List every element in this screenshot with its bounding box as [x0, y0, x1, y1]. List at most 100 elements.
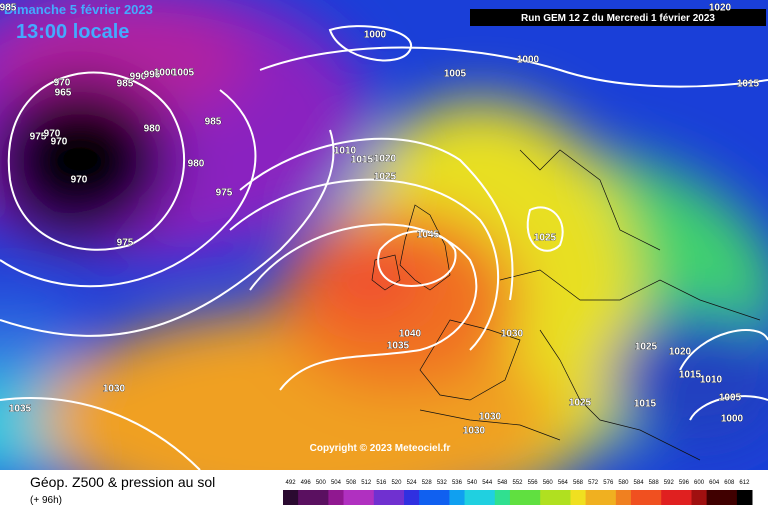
scale-swatch [525, 490, 541, 505]
isobar-label: 970 [54, 78, 71, 89]
scale-label: 524 [407, 480, 418, 486]
scale-swatch [661, 490, 677, 505]
scale-label: 492 [286, 480, 297, 486]
isobar-label: 985 [0, 3, 17, 14]
scale-swatch [736, 490, 753, 505]
scale-label: 560 [543, 480, 554, 486]
scale-swatch [358, 490, 375, 505]
scale-label: 504 [331, 480, 342, 486]
scale-label: 600 [694, 480, 705, 486]
scale-swatch [646, 490, 662, 505]
isobar-label: 1030 [501, 329, 524, 340]
scale-swatch [494, 490, 511, 505]
scale-label: 536 [452, 480, 463, 486]
isobar-label: 975 [30, 132, 47, 143]
isobar-label: 1005 [444, 69, 467, 80]
isobar-label: 1025 [635, 342, 658, 353]
isobar-label: 1025 [374, 172, 397, 183]
isobar-label: 1025 [534, 233, 557, 244]
scale-label: 512 [361, 480, 372, 486]
scale-swatch [373, 490, 390, 505]
coastlines [371, 149, 761, 461]
isobar-label: 1015 [679, 370, 702, 381]
scale-label: 596 [679, 480, 690, 486]
scale-swatch [600, 490, 617, 505]
scale-swatch [343, 490, 360, 505]
scale-swatch [555, 490, 571, 505]
isobar-label: 985 [205, 117, 222, 128]
scale-swatch [721, 490, 738, 505]
isobar-label: 1035 [9, 404, 32, 415]
scale-swatch [313, 490, 329, 505]
scale-label: 528 [422, 480, 433, 486]
scale-label: 576 [603, 480, 614, 486]
scale-label: 540 [467, 480, 478, 486]
isobars [0, 25, 768, 471]
isobar-label: 1020 [374, 154, 397, 165]
isobar-label: 970 [71, 175, 88, 186]
footer-lead: (+ 96h) [30, 495, 62, 506]
isobar-label: 1020 [669, 347, 692, 358]
scale-label: 568 [573, 480, 584, 486]
footer-title: Géop. Z500 & pression au sol [30, 474, 215, 490]
isobar-label: 965 [55, 88, 72, 99]
scale-label: 572 [588, 480, 599, 486]
scale-swatch [676, 490, 692, 505]
scale-swatch [630, 490, 647, 505]
scale-swatch [388, 490, 405, 505]
isobar-label: 975 [117, 238, 134, 249]
isobar-label: 1030 [463, 426, 486, 437]
isobar-label: 1015 [737, 79, 760, 90]
scale-swatch [509, 490, 526, 505]
isobar-label: 1030 [103, 384, 126, 395]
map-date: Dimanche 5 février 2023 [4, 2, 153, 17]
scale-label: 500 [316, 480, 327, 486]
scale-swatch [404, 490, 420, 505]
scale-swatch [479, 490, 496, 505]
isobar-label: 990 [130, 72, 147, 83]
scale-label: 552 [512, 480, 523, 486]
isobar-label: 1005 [719, 393, 742, 404]
isobar-label: 1000 [154, 68, 177, 79]
scale-label: 612 [739, 480, 750, 486]
scale-label: 548 [497, 480, 508, 486]
scale-label: 564 [558, 480, 569, 486]
scale-swatch [615, 490, 632, 505]
isobar-labels: 9851000102010001005101597096598599099510… [0, 2, 760, 437]
scale-label: 508 [346, 480, 357, 486]
run-info: Run GEM 12 Z du Mercredi 1 février 2023 [521, 13, 715, 24]
isobar-label: 1010 [334, 146, 357, 157]
scale-label: 544 [482, 480, 493, 486]
map-time: 13:00 locale [16, 21, 129, 43]
scale-swatch [419, 490, 435, 505]
scale-label: 520 [391, 480, 402, 486]
isobar-label: 1010 [700, 375, 723, 386]
isobar-label: 975 [216, 188, 233, 199]
isobar-label: 1000 [364, 30, 387, 41]
scale-label: 588 [649, 480, 660, 486]
scale-swatch [283, 490, 299, 505]
scale-label: 592 [664, 480, 675, 486]
isobar-label: 1000 [721, 414, 744, 425]
isobar-label: 1015 [634, 399, 657, 410]
scale-label: 532 [437, 480, 448, 486]
isobar-label: 1030 [479, 412, 502, 423]
scale-label: 496 [301, 480, 312, 486]
isobar-label: 1020 [709, 3, 732, 14]
scale-label: 556 [528, 480, 539, 486]
isobar-label: 985 [117, 79, 134, 90]
scale-label: 608 [724, 480, 735, 486]
isobar-label: 1005 [172, 68, 195, 79]
run-box [470, 9, 766, 26]
isobar-label: 970 [51, 137, 68, 148]
isobar-label: 1000 [517, 55, 540, 66]
isobar-label: 980 [144, 124, 161, 135]
scale-swatch [449, 490, 466, 505]
isobar-label: 1035 [387, 341, 410, 352]
scale-label: 580 [618, 480, 629, 486]
scale-swatch [298, 490, 314, 505]
isobar-label: 980 [188, 159, 205, 170]
scale-swatch [570, 490, 587, 505]
color-scale: 492 496 500 504 508 512 516 520 524 528 532 536 540 5… [283, 480, 753, 505]
